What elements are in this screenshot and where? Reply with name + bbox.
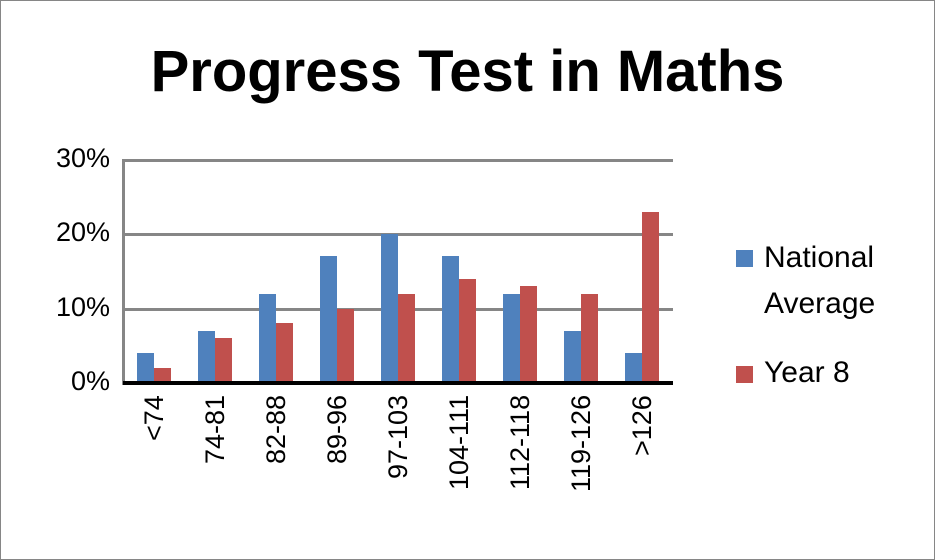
x-tick-label: 74-81 [199, 394, 230, 464]
y-tick-label: 0% [70, 366, 110, 396]
chart-title: Progress Test in Maths [150, 39, 785, 104]
gridline [123, 158, 673, 162]
bar-year-8 [336, 308, 354, 383]
bar-year-8 [520, 286, 538, 383]
legend-label-year-8: Year 8 [734, 350, 850, 396]
bar-year-8 [153, 368, 171, 383]
bar-national-average [197, 330, 215, 383]
bar-national-average [564, 330, 582, 383]
bar-national-average [503, 293, 521, 383]
legend-label-line1: National [764, 241, 875, 274]
x-tick-label: 82-88 [260, 394, 291, 464]
x-tick-label: 112-118 [505, 394, 536, 490]
bar-national-average [625, 353, 643, 383]
bar-year-8 [581, 293, 599, 383]
legend-label-line1: Year 8 [764, 356, 850, 389]
x-tick-label: 97-103 [383, 394, 413, 479]
x-tick-label: 119-126 [566, 394, 597, 492]
x-tick-label: <74 [138, 395, 169, 441]
legend-swatch-year-8 [736, 366, 753, 383]
bar-year-8 [398, 293, 415, 383]
bar-year-8 [642, 211, 660, 383]
bar-national-average [258, 293, 276, 383]
bar-national-average [442, 256, 460, 383]
bar-national-average [136, 353, 154, 383]
bar-year-8 [275, 323, 293, 383]
bar-year-8 [459, 278, 477, 383]
legend-swatch-national-average [736, 250, 753, 267]
x-tick-label: 89-96 [321, 394, 352, 464]
bar-year-8 [214, 338, 232, 383]
bar-national-average [381, 234, 398, 383]
x-tick-label: 104-111 [444, 394, 475, 490]
y-tick-label: 20% [55, 217, 110, 247]
bar-national-average [319, 256, 337, 383]
gridline [123, 233, 673, 236]
y-tick-label: 10% [55, 291, 110, 322]
x-tick-label: >126 [627, 395, 658, 456]
legend-label-national-average: National Average [734, 235, 875, 327]
x-axis [123, 381, 673, 385]
legend-label-line2: Average [764, 287, 876, 320]
y-axis [122, 159, 125, 385]
y-tick-label: 30% [55, 142, 110, 173]
